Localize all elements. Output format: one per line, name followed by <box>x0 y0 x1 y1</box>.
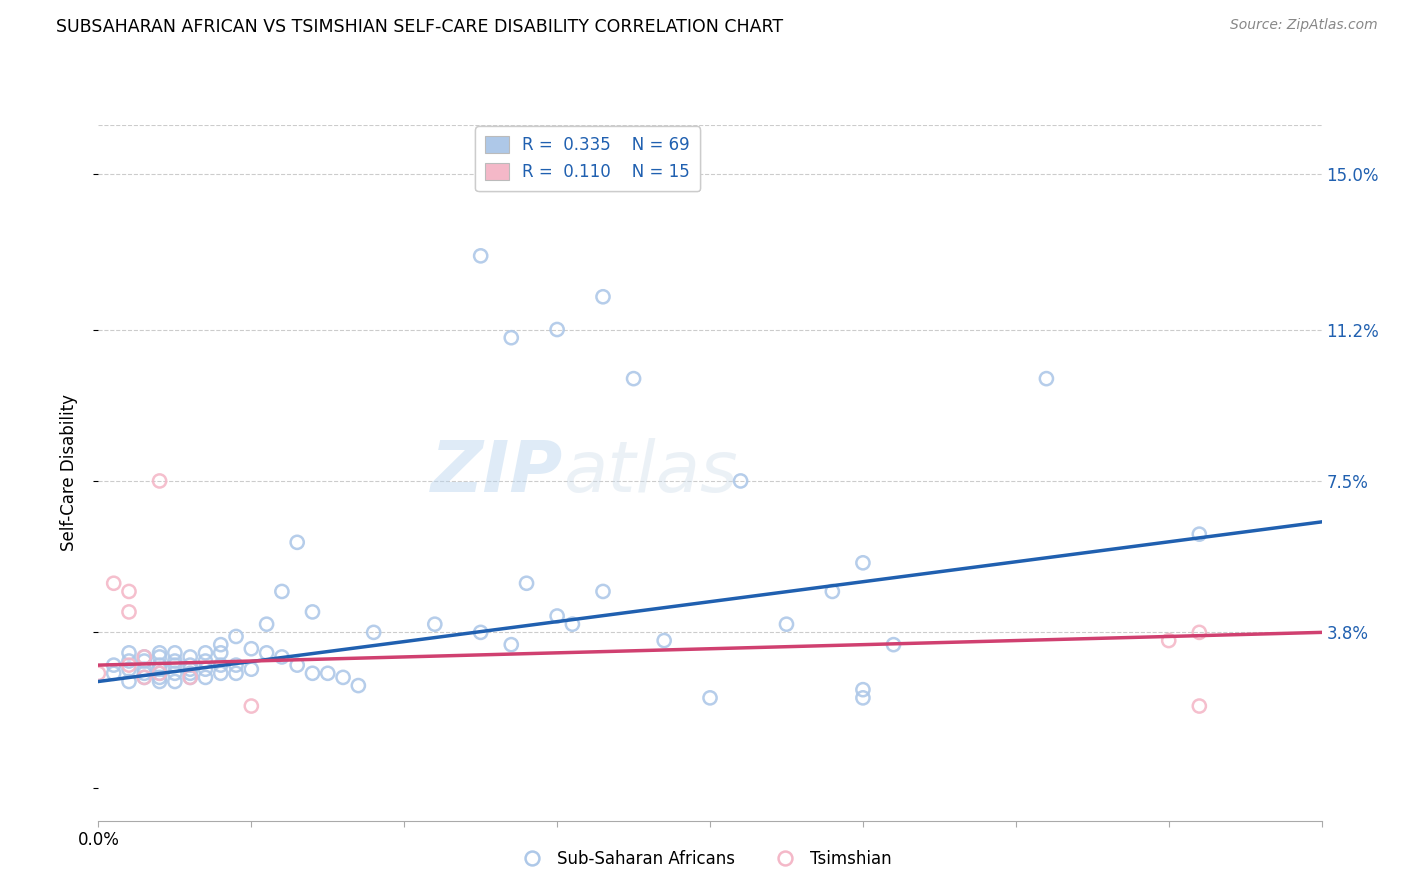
Point <box>623 371 645 385</box>
Point <box>852 690 875 705</box>
Point <box>699 690 721 705</box>
Y-axis label: Self-Care Disability: Self-Care Disability <box>59 394 77 551</box>
Point <box>194 670 217 684</box>
Point <box>730 474 752 488</box>
Point <box>852 556 875 570</box>
Point <box>285 658 308 673</box>
Text: atlas: atlas <box>564 438 738 508</box>
Point <box>561 617 583 632</box>
Point <box>103 658 125 673</box>
Point <box>134 670 156 684</box>
Point <box>163 654 186 668</box>
Point <box>516 576 538 591</box>
Point <box>270 584 292 599</box>
Point <box>1035 371 1057 385</box>
Point <box>225 658 247 673</box>
Point <box>179 666 201 681</box>
Point <box>194 654 217 668</box>
Point <box>134 649 156 664</box>
Text: 0.0%: 0.0% <box>77 831 120 849</box>
Point <box>470 625 492 640</box>
Point <box>179 649 201 664</box>
Point <box>149 662 172 676</box>
Point <box>103 666 125 681</box>
Point <box>134 662 156 676</box>
Point <box>546 609 568 624</box>
Point <box>134 670 156 684</box>
Point <box>179 662 201 676</box>
Point <box>118 584 141 599</box>
Point <box>821 584 844 599</box>
Point <box>1188 527 1211 541</box>
Point <box>118 646 141 660</box>
Point <box>270 649 292 664</box>
Point <box>256 617 278 632</box>
Point <box>149 658 172 673</box>
Point <box>1188 625 1211 640</box>
Point <box>149 649 172 664</box>
Point <box>301 605 323 619</box>
Point <box>134 654 156 668</box>
Text: ZIP: ZIP <box>432 438 564 508</box>
Point <box>363 625 385 640</box>
Point <box>194 646 217 660</box>
Point <box>332 670 354 684</box>
Point <box>285 535 308 549</box>
Point <box>501 638 523 652</box>
Point <box>883 638 905 652</box>
Point <box>240 662 263 676</box>
Point <box>118 662 141 676</box>
Point <box>118 654 141 668</box>
Point <box>470 249 492 263</box>
Point <box>118 658 141 673</box>
Point <box>852 682 875 697</box>
Point <box>179 670 201 684</box>
Point <box>118 674 141 689</box>
Point <box>546 322 568 336</box>
Point <box>179 670 201 684</box>
Point <box>87 666 110 681</box>
Point <box>163 674 186 689</box>
Point <box>134 649 156 664</box>
Point <box>501 331 523 345</box>
Point <box>240 641 263 656</box>
Point <box>163 666 186 681</box>
Point <box>149 670 172 684</box>
Point <box>1157 633 1180 648</box>
Point <box>209 646 232 660</box>
Point <box>775 617 797 632</box>
Point <box>149 666 172 681</box>
Point <box>163 658 186 673</box>
Point <box>652 633 675 648</box>
Point <box>347 679 370 693</box>
Point <box>209 666 232 681</box>
Point <box>118 605 141 619</box>
Point <box>163 646 186 660</box>
Point <box>592 584 614 599</box>
Point <box>209 638 232 652</box>
Point <box>301 666 323 681</box>
Point <box>179 658 201 673</box>
Point <box>592 290 614 304</box>
Point <box>316 666 339 681</box>
Text: SUBSAHARAN AFRICAN VS TSIMSHIAN SELF-CARE DISABILITY CORRELATION CHART: SUBSAHARAN AFRICAN VS TSIMSHIAN SELF-CAR… <box>56 18 783 36</box>
Point <box>149 474 172 488</box>
Text: Source: ZipAtlas.com: Source: ZipAtlas.com <box>1230 18 1378 32</box>
Point <box>256 646 278 660</box>
Legend: Sub-Saharan Africans, Tsimshian: Sub-Saharan Africans, Tsimshian <box>508 844 898 875</box>
Legend: R =  0.335    N = 69, R =  0.110    N = 15: R = 0.335 N = 69, R = 0.110 N = 15 <box>475 127 700 191</box>
Point <box>194 662 217 676</box>
Point <box>149 666 172 681</box>
Point <box>1188 699 1211 714</box>
Point <box>225 630 247 644</box>
Point <box>209 658 232 673</box>
Point <box>423 617 446 632</box>
Point <box>103 576 125 591</box>
Point <box>134 666 156 681</box>
Point <box>149 646 172 660</box>
Point <box>240 699 263 714</box>
Point <box>225 666 247 681</box>
Point <box>149 674 172 689</box>
